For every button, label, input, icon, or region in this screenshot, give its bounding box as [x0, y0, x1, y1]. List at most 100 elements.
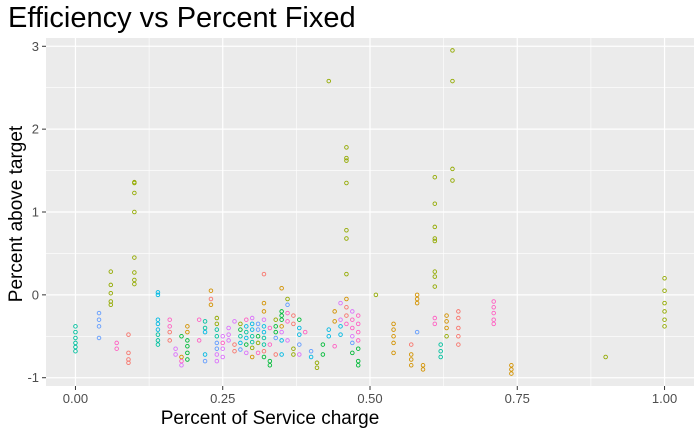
data-point: [297, 332, 302, 337]
data-point: [196, 338, 202, 343]
data-point: [344, 271, 349, 277]
data-point: [338, 324, 343, 329]
data-point: [297, 352, 302, 357]
data-point: [96, 324, 102, 329]
data-point: [332, 309, 337, 314]
x-tick-label: 0.00: [63, 391, 88, 406]
data-point: [185, 329, 190, 335]
data-point: [344, 180, 349, 186]
data-point: [355, 321, 361, 327]
data-point: [185, 357, 190, 362]
data-point: [408, 363, 414, 368]
data-point: [291, 346, 296, 351]
data-point: [249, 339, 255, 345]
data-point: [456, 315, 461, 321]
data-point: [202, 352, 208, 357]
data-point: [414, 296, 420, 302]
data-point: [326, 327, 332, 332]
data-point: [132, 255, 137, 260]
data-point: [155, 338, 161, 343]
data-point: [603, 354, 608, 360]
data-point: [414, 329, 420, 335]
data-point: [167, 317, 172, 322]
x-axis-ticks: 0.00 0.25 0.50 0.75 1.00: [63, 386, 677, 406]
y-tick-label: 1: [32, 205, 39, 220]
data-point: [408, 357, 414, 362]
data-point: [208, 302, 214, 308]
data-point: [255, 327, 261, 332]
data-point: [202, 319, 208, 324]
data-point: [267, 358, 273, 364]
data-point: [267, 325, 273, 331]
grid-major: [46, 38, 694, 386]
data-point: [491, 299, 496, 304]
data-point: [155, 321, 161, 327]
data-point: [444, 319, 449, 324]
data-point: [432, 315, 438, 321]
data-point: [279, 338, 284, 343]
data-point: [226, 325, 231, 331]
data-point: [208, 296, 214, 302]
data-point: [438, 354, 443, 360]
data-point: [391, 350, 396, 356]
data-point: [244, 317, 249, 322]
data-point: [491, 305, 496, 310]
chart-title: Efficiency vs Percent Fixed: [8, 2, 356, 34]
data-point: [73, 335, 78, 341]
data-point: [350, 340, 355, 346]
data-point: [244, 329, 249, 335]
data-point: [314, 360, 320, 366]
data-point: [261, 324, 267, 329]
data-point: [185, 343, 190, 349]
data-point: [432, 274, 438, 279]
data-point: [344, 305, 349, 310]
data-point: [132, 281, 137, 287]
data-point: [261, 271, 267, 277]
data-point: [414, 292, 420, 298]
data-point: [249, 321, 255, 327]
data-point: [279, 309, 284, 314]
data-point: [261, 348, 267, 354]
data-point: [491, 321, 496, 327]
data-point: [420, 363, 426, 368]
data-point: [291, 352, 296, 357]
data-point: [344, 145, 349, 150]
data-point: [432, 238, 438, 244]
data-point: [273, 329, 278, 335]
data-point: [297, 317, 302, 322]
data-point: [662, 300, 667, 306]
data-point: [261, 329, 267, 335]
data-point: [432, 201, 438, 206]
data-point: [232, 348, 237, 354]
data-point: [255, 334, 261, 339]
data-point: [208, 288, 214, 293]
data-point: [73, 344, 78, 350]
data-point: [450, 178, 455, 183]
data-point: [344, 296, 349, 302]
data-point: [244, 324, 249, 329]
data-point: [344, 321, 349, 327]
data-point: [232, 319, 237, 324]
data-point: [456, 325, 461, 331]
data-point: [326, 334, 332, 339]
data-point: [185, 324, 190, 329]
x-tick-label: 0.50: [357, 391, 382, 406]
data-point: [509, 371, 514, 376]
data-point: [238, 340, 243, 346]
data-point: [432, 236, 438, 241]
data-point: [344, 313, 349, 318]
data-point: [155, 290, 161, 295]
data-point: [491, 317, 496, 322]
data-point: [662, 317, 667, 322]
data-point: [214, 352, 220, 357]
data-point: [173, 346, 178, 351]
data-point: [155, 292, 161, 298]
data-point: [297, 342, 302, 347]
data-point: [391, 340, 396, 346]
data-point: [261, 300, 267, 306]
data-point: [279, 313, 284, 318]
data-point: [255, 340, 261, 346]
data-point: [662, 324, 667, 329]
data-point: [238, 347, 243, 352]
data-point: [391, 321, 396, 327]
